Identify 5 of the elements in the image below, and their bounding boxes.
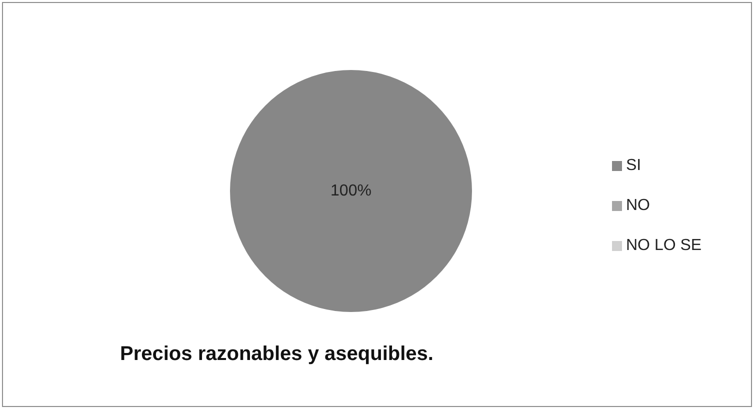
legend-label: NO LO SE (626, 237, 702, 255)
legend-label: NO (626, 197, 650, 215)
data-label: 100% (330, 182, 372, 200)
text: Precios razonables y asequibles. (120, 343, 434, 365)
legend-label: SI (626, 157, 642, 175)
